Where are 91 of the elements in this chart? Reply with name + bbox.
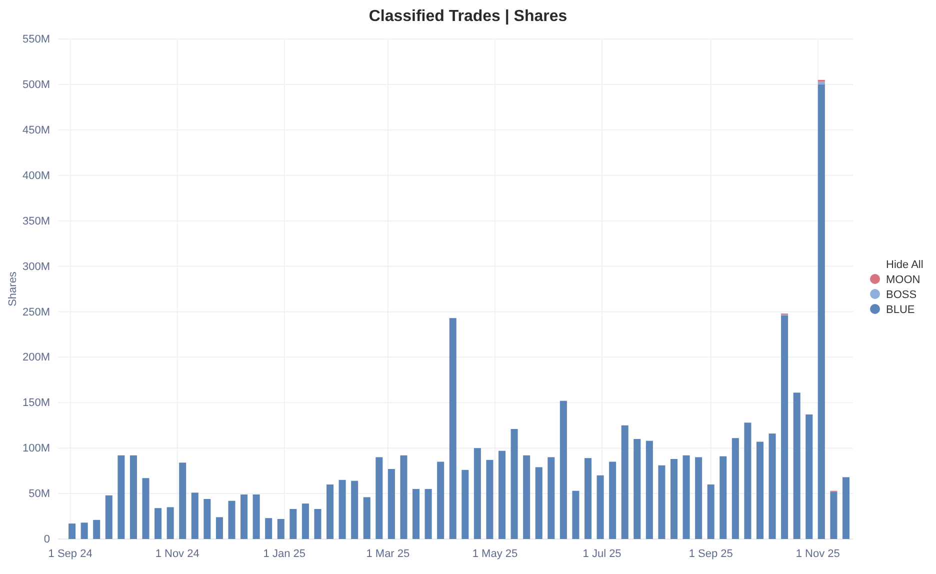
bar (154, 508, 162, 539)
y-tick-label: 0 (44, 534, 50, 546)
bar (768, 434, 776, 539)
bar (793, 392, 800, 539)
bar (424, 489, 432, 539)
chart-title: Classified Trades | Shares (368, 8, 568, 25)
bar (646, 440, 653, 539)
bar (842, 477, 850, 539)
bar (634, 439, 641, 539)
bar (265, 518, 272, 539)
bar (290, 509, 297, 539)
x-tick-label: 1 Nov 25 (796, 548, 840, 560)
legend-title: Hide All (886, 259, 924, 271)
y-tick-label: 200M (22, 352, 50, 364)
bar (584, 458, 592, 539)
bar (376, 457, 383, 539)
x-tick-label: 1 Jan 25 (263, 548, 306, 560)
bar (818, 82, 825, 84)
bar (412, 489, 420, 539)
y-tick-label: 450M (22, 124, 50, 136)
bar (142, 478, 150, 539)
bar (437, 462, 444, 539)
bar (314, 509, 322, 539)
bar (277, 519, 284, 539)
bar (548, 457, 555, 539)
bar (338, 480, 346, 539)
bar (596, 475, 604, 539)
bar (204, 499, 211, 539)
y-axis-title: Shares (7, 271, 19, 306)
bar (68, 524, 76, 539)
legend-label: BOSS (886, 289, 917, 301)
bar (523, 455, 530, 539)
bar (191, 492, 198, 539)
bar (105, 495, 112, 539)
bar (744, 422, 752, 539)
bar (462, 470, 469, 539)
legend-label: MOON (886, 274, 920, 286)
bar (498, 450, 506, 539)
bar (388, 469, 395, 539)
y-tick-label: 50M (28, 488, 50, 500)
bar (474, 448, 481, 539)
bar (400, 455, 408, 539)
bar (80, 522, 88, 539)
x-tick-label: 1 Sep 24 (48, 548, 92, 560)
bar (707, 484, 714, 539)
bar (682, 455, 690, 539)
y-tick-label: 500M (22, 78, 50, 91)
bar (363, 497, 370, 539)
bar (572, 490, 580, 539)
x-tick-label: 1 Mar 25 (366, 548, 410, 560)
y-tick-label: 400M (22, 170, 50, 182)
bar (302, 504, 309, 539)
bar (486, 460, 494, 539)
bar (756, 442, 764, 539)
y-tick-label: 350M (22, 215, 50, 228)
y-tick-label: 250M (22, 306, 50, 318)
bar (510, 429, 518, 539)
y-tick-label: 550M (22, 34, 50, 46)
bar (781, 315, 788, 539)
x-tick-label: 1 Jul 25 (582, 548, 622, 560)
bar (216, 517, 223, 539)
x-tick-label: 1 Nov 24 (155, 548, 200, 560)
bar (240, 494, 248, 539)
y-tick-label: 150M (22, 397, 50, 410)
bar (449, 318, 456, 539)
bar (818, 84, 825, 539)
bar (166, 507, 174, 539)
x-tick-label: 1 Sep 25 (688, 548, 733, 560)
bar (130, 455, 137, 539)
bar (535, 467, 542, 539)
bar (252, 494, 260, 539)
bar (93, 520, 100, 539)
bar (560, 400, 567, 539)
bar (179, 462, 186, 539)
y-tick-label: 100M (22, 442, 50, 455)
bar (732, 438, 739, 539)
bar (806, 414, 813, 539)
bar (621, 425, 628, 539)
bar (695, 457, 702, 539)
legend-label: BLUE (886, 304, 915, 316)
bar (351, 480, 358, 539)
bar (670, 459, 678, 539)
bar (720, 456, 727, 539)
bar (228, 500, 236, 539)
bar (830, 492, 838, 539)
bar (658, 465, 666, 539)
bar (609, 462, 616, 539)
bar (326, 484, 334, 539)
x-tick-label: 1 May 25 (472, 548, 518, 560)
bar (118, 455, 125, 539)
y-tick-label: 300M (22, 260, 50, 273)
